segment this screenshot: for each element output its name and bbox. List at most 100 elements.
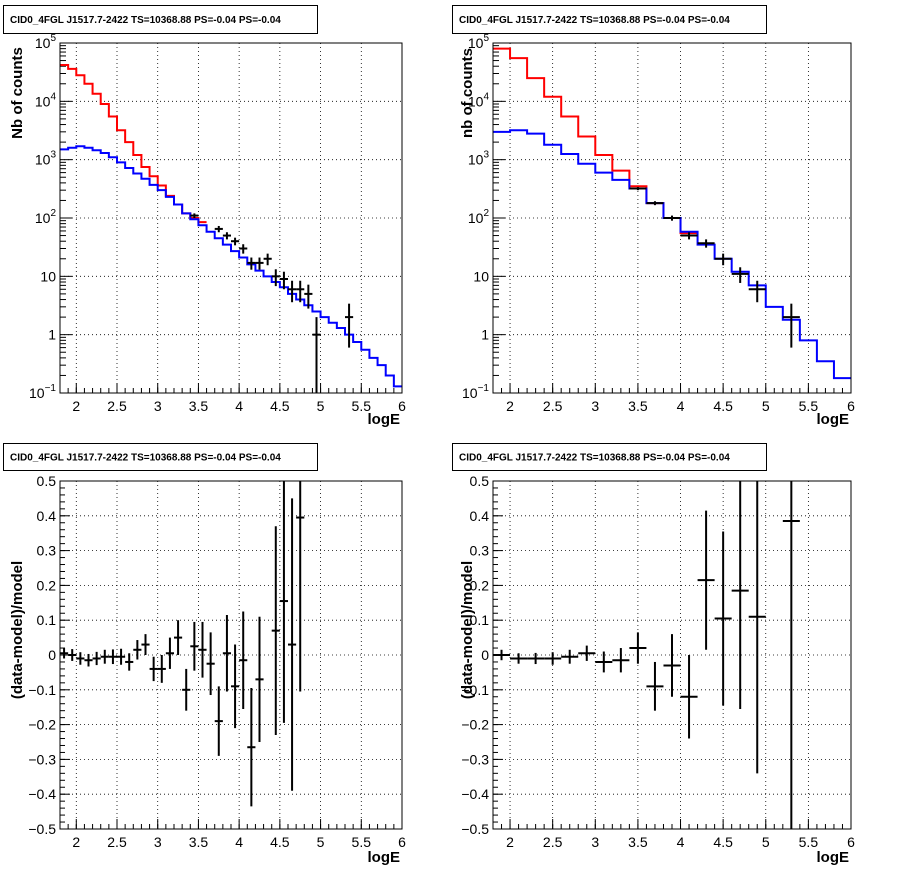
y-tick-label: −0.4 bbox=[461, 786, 489, 802]
data-point bbox=[595, 651, 613, 673]
x-tick-label: 6 bbox=[398, 834, 406, 850]
y-tick-label: −0.5 bbox=[461, 821, 489, 837]
chart-panel-2: CID0_4FGL J1517.7-2422 TS=10368.88 PS=-0… bbox=[452, 5, 855, 428]
x-tick-label: 3 bbox=[591, 398, 599, 414]
data-point bbox=[663, 215, 681, 221]
data-point bbox=[782, 303, 800, 348]
data-point bbox=[108, 649, 117, 665]
data-point bbox=[578, 645, 596, 661]
y-tick-label: 1 bbox=[481, 327, 489, 343]
y-tick-label: 105 bbox=[468, 33, 490, 51]
data-point bbox=[76, 652, 85, 665]
y-tick-label: −0.5 bbox=[28, 821, 56, 837]
chart-title: CID0_4FGL J1517.7-2422 TS=10368.88 PS=-0… bbox=[459, 15, 730, 26]
y-tick-label: 10 bbox=[40, 268, 56, 284]
chart-panel-3: CID0_4FGL J1517.7-2422 TS=10368.88 PS=-0… bbox=[3, 443, 406, 866]
data-point bbox=[629, 186, 647, 191]
x-tick-label: 5.5 bbox=[799, 398, 819, 414]
chart-panel-1: CID0_4FGL J1517.7-2422 TS=10368.88 PS=-0… bbox=[3, 5, 406, 428]
data-point bbox=[646, 661, 664, 711]
y-tick-label: 0.3 bbox=[37, 543, 57, 559]
x-tick-label: 2.5 bbox=[543, 398, 563, 414]
data-point bbox=[527, 652, 545, 665]
y-tick-label: 0.2 bbox=[470, 577, 490, 593]
x-tick-label: 5 bbox=[762, 834, 770, 850]
x-tick-label: 4 bbox=[235, 398, 243, 414]
x-tick-label: 6 bbox=[398, 398, 406, 414]
data-point bbox=[345, 303, 354, 348]
x-tick-label: 4.5 bbox=[713, 834, 733, 850]
x-tick-label: 5 bbox=[762, 398, 770, 414]
data-point bbox=[493, 649, 511, 661]
data-layer bbox=[60, 63, 402, 393]
data-point bbox=[247, 257, 256, 270]
y-tick-label: 1 bbox=[48, 327, 56, 343]
data-point bbox=[731, 267, 749, 283]
title-box bbox=[3, 5, 318, 34]
y-tick-label: 0.4 bbox=[470, 508, 490, 524]
y-axis-label: Nb of counts bbox=[9, 47, 26, 139]
y-tick-label: −0.2 bbox=[461, 717, 489, 733]
x-tick-label: 2 bbox=[72, 398, 80, 414]
histogram-series-1 bbox=[60, 63, 207, 224]
y-tick-label: −0.1 bbox=[461, 682, 489, 698]
y-axis-label: nb of counts bbox=[459, 48, 476, 138]
data-point bbox=[697, 510, 715, 650]
y-tick-label: 0.2 bbox=[37, 577, 57, 593]
y-tick-label: 103 bbox=[468, 150, 490, 168]
data-point bbox=[271, 269, 280, 287]
data-point bbox=[125, 653, 134, 671]
data-point bbox=[84, 653, 93, 667]
x-tick-label: 5.5 bbox=[352, 398, 372, 414]
data-point bbox=[174, 620, 183, 655]
y-tick-label: 102 bbox=[468, 208, 490, 226]
data-point bbox=[239, 244, 248, 254]
data-point bbox=[190, 213, 199, 218]
data-point bbox=[222, 232, 231, 240]
data-point bbox=[714, 253, 732, 266]
y-tick-label: 10 bbox=[473, 268, 489, 284]
y-tick-label: 0.1 bbox=[470, 612, 490, 628]
plot-frame bbox=[492, 42, 852, 394]
y-tick-label: −0.2 bbox=[28, 717, 56, 733]
x-tick-label: 4 bbox=[235, 834, 243, 850]
x-tick-label: 4.5 bbox=[713, 398, 733, 414]
data-point bbox=[117, 648, 126, 665]
data-point bbox=[680, 232, 698, 240]
data-point bbox=[561, 649, 579, 664]
data-point bbox=[198, 621, 207, 678]
data-point bbox=[165, 637, 174, 669]
x-tick-label: 2.5 bbox=[543, 834, 563, 850]
x-tick-label: 3.5 bbox=[628, 398, 648, 414]
y-tick-label: −0.3 bbox=[28, 751, 56, 767]
title-box bbox=[452, 5, 767, 34]
data-point bbox=[141, 634, 150, 655]
plot-frame bbox=[59, 42, 403, 394]
y-tick-label: −0.4 bbox=[28, 786, 56, 802]
data-point bbox=[247, 688, 256, 807]
data-point bbox=[296, 481, 305, 692]
x-tick-label: 6 bbox=[847, 834, 855, 850]
data-point bbox=[312, 317, 321, 393]
data-point bbox=[68, 649, 77, 661]
y-tick-label: −0.3 bbox=[461, 751, 489, 767]
data-point bbox=[782, 481, 800, 829]
x-tick-label: 2.5 bbox=[107, 398, 127, 414]
x-tick-label: 4 bbox=[677, 834, 685, 850]
x-axis-label: logE bbox=[817, 411, 850, 428]
y-tick-label: 0.5 bbox=[470, 473, 490, 489]
data-point bbox=[510, 653, 528, 664]
data-point bbox=[149, 656, 158, 682]
data-layer bbox=[60, 481, 305, 807]
x-tick-label: 3 bbox=[154, 398, 162, 414]
x-tick-label: 3.5 bbox=[628, 834, 648, 850]
x-axis-label: logE bbox=[368, 411, 401, 428]
data-point bbox=[182, 668, 191, 711]
data-point bbox=[279, 271, 288, 290]
y-axis-label: (data-model)/model bbox=[459, 561, 476, 699]
data-point bbox=[214, 225, 223, 233]
title-box bbox=[3, 443, 318, 471]
data-point bbox=[231, 644, 240, 729]
